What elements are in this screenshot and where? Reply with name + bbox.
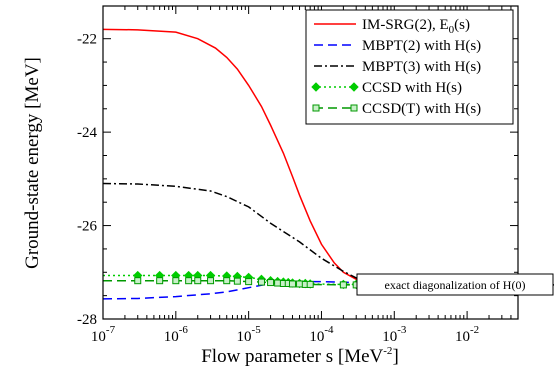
series-point xyxy=(257,278,265,286)
y-tick-label: -24 xyxy=(77,125,97,141)
ticks-layer: 10-7 10-6 10-5 10-4 10-3 10-2 -22 -24 -26 -28 xyxy=(77,6,519,345)
series-point xyxy=(245,278,253,286)
annotation-box xyxy=(356,273,554,296)
series-point xyxy=(339,281,347,289)
y-tick-label: -26 xyxy=(77,219,97,235)
series-point xyxy=(296,280,304,288)
series-point xyxy=(156,277,164,285)
series-point xyxy=(233,277,241,285)
legend-label: IM-SRG(2), E0(s) xyxy=(362,17,470,36)
x-tick-label: 10-4 xyxy=(309,324,334,345)
series-point xyxy=(274,279,282,287)
y-tick-label: -22 xyxy=(77,32,97,48)
series-point xyxy=(288,280,296,288)
y-axis-label: Ground-state energy [MeV] xyxy=(22,57,43,269)
legend: IM-SRG(2), E0(s) MBPT(2) with H(s) MBPT(3)… xyxy=(305,9,514,125)
series-line xyxy=(102,182,519,286)
x-tick-label: 10-6 xyxy=(164,324,189,345)
x-tick-label: 10-3 xyxy=(382,324,407,345)
series-point xyxy=(306,280,314,288)
y-tick-label: -28 xyxy=(77,312,97,328)
legend-label: CCSD with H(s) xyxy=(362,80,462,96)
series-point xyxy=(134,277,142,285)
legend-marker xyxy=(349,82,359,92)
annotation: exact diagonalization of H(0) xyxy=(356,273,554,296)
x-tick-label: 10-5 xyxy=(237,324,262,345)
series-point xyxy=(267,279,275,287)
series-point xyxy=(185,277,193,285)
series-point xyxy=(194,277,202,285)
annotation-text: exact diagonalization of H(0) xyxy=(385,278,526,292)
legend-label: CCSD(T) with H(s) xyxy=(362,101,481,117)
legend-label: MBPT(3) with H(s) xyxy=(362,59,481,75)
x-axis-label: Flow parameter s [MeV-2] xyxy=(201,345,399,367)
x-tick-label: 10-7 xyxy=(91,324,116,345)
legend-marker xyxy=(312,104,320,112)
legend-box xyxy=(305,9,514,125)
x-tick-label: 10-2 xyxy=(455,324,479,345)
series-point xyxy=(223,277,231,285)
legend-marker xyxy=(350,104,358,112)
legend-marker xyxy=(311,82,321,92)
legend-label: MBPT(2) with H(s) xyxy=(362,38,481,54)
series-point xyxy=(207,277,215,285)
series-point xyxy=(172,277,180,285)
